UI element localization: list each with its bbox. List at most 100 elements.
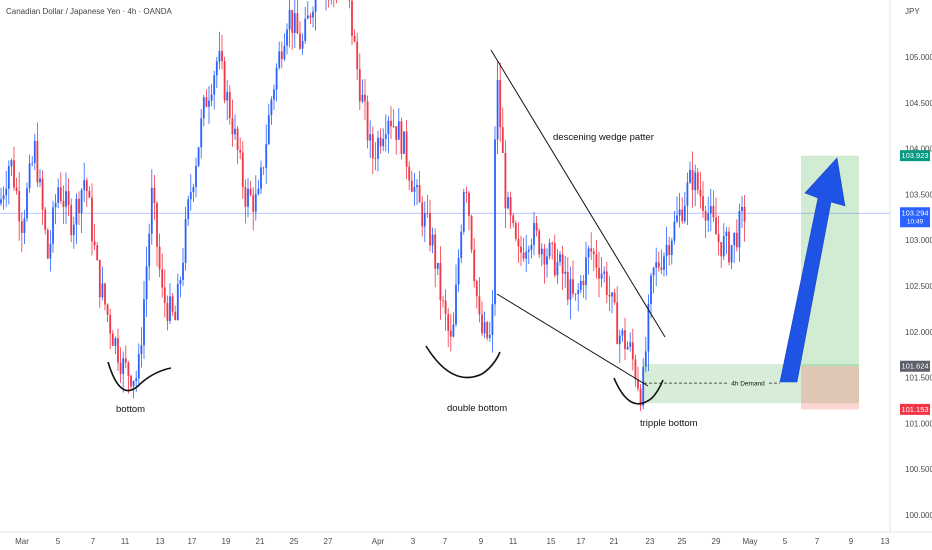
candle-body-282 xyxy=(733,232,736,246)
candle-body-26 xyxy=(67,191,70,206)
candle-body-37 xyxy=(96,245,99,261)
candle-body-283 xyxy=(735,232,738,248)
candle-body-173 xyxy=(449,330,452,337)
candle-body-239 xyxy=(621,330,624,336)
candle-body-91 xyxy=(236,128,239,150)
candle-body-52 xyxy=(135,378,138,382)
double-bottom-curve xyxy=(425,345,501,379)
price-axis-ticks: 100.000 100.500 101.000 101.500 102.000 102.5… xyxy=(905,53,932,520)
candle-body-205 xyxy=(533,223,535,245)
candle-body-136 xyxy=(353,35,356,42)
candle-body-27 xyxy=(70,205,73,236)
candle-body-241 xyxy=(626,346,629,350)
candle-body-97 xyxy=(252,194,255,212)
candle-body-147 xyxy=(382,138,385,147)
candle-body-207 xyxy=(538,230,541,255)
candle-body-204 xyxy=(530,244,533,250)
candle-body-135 xyxy=(351,0,353,36)
candle-body-94 xyxy=(244,187,247,207)
candle-body-72 xyxy=(187,199,190,219)
candle-body-17 xyxy=(44,209,47,230)
candle-body-98 xyxy=(254,193,257,212)
candlestick-series xyxy=(0,0,746,412)
time-tick-20: 29 xyxy=(712,537,721,546)
price-tick-7: 103.500 xyxy=(905,190,932,199)
candle-body-57 xyxy=(148,233,151,267)
candle-body-237 xyxy=(616,302,619,344)
entry-price-badge: 101.624 xyxy=(900,360,930,372)
candle-body-166 xyxy=(431,234,434,246)
candle-body-252 xyxy=(655,262,658,268)
candle-body-272 xyxy=(707,213,710,221)
candle-body-48 xyxy=(124,358,127,363)
candle-body-75 xyxy=(195,165,197,187)
candle-body-92 xyxy=(239,149,242,153)
candle-body-274 xyxy=(712,205,715,218)
candle-body-111 xyxy=(288,9,291,30)
candle-body-5 xyxy=(13,160,15,188)
candle-body-247 xyxy=(642,366,645,406)
candle-body-234 xyxy=(608,294,611,297)
entry-price-text: 101.624 xyxy=(901,362,928,371)
candle-body-266 xyxy=(691,170,694,191)
candle-body-145 xyxy=(377,137,379,159)
price-tick-0: 100.000 xyxy=(905,511,932,520)
wedge-label: descening wedge patter xyxy=(553,132,654,143)
candle-body-79 xyxy=(205,97,208,107)
candle-body-280 xyxy=(728,231,730,263)
candle-body-55 xyxy=(143,299,145,346)
candle-body-22 xyxy=(57,187,60,203)
time-tick-17: 21 xyxy=(610,537,619,546)
candle-body-242 xyxy=(629,342,632,347)
candle-body-49 xyxy=(127,362,130,376)
candle-body-44 xyxy=(114,338,117,346)
candle-body-107 xyxy=(278,51,281,68)
candle-body-28 xyxy=(72,224,75,236)
chart-title: Canadian Dollar / Japanese Yen · 4h · OA… xyxy=(6,7,173,16)
candle-body-233 xyxy=(605,271,608,295)
time-tick-18: 23 xyxy=(646,537,655,546)
candle-body-183 xyxy=(475,281,478,297)
candle-body-251 xyxy=(652,267,655,276)
candle-body-182 xyxy=(473,249,476,282)
price-axis xyxy=(890,0,932,532)
candle-body-78 xyxy=(202,97,205,119)
candle-body-70 xyxy=(182,262,184,281)
candle-body-271 xyxy=(704,210,707,221)
candle-body-284 xyxy=(738,211,741,248)
time-tick-10: Apr xyxy=(372,537,385,546)
candle-body-83 xyxy=(215,61,218,76)
candle-body-35 xyxy=(91,197,93,242)
candle-body-193 xyxy=(501,127,504,153)
candle-body-189 xyxy=(491,304,494,335)
triple-bottom-curve xyxy=(613,377,664,405)
candle-body-82 xyxy=(213,75,216,95)
candle-body-45 xyxy=(117,338,119,363)
stop-zone xyxy=(801,366,859,410)
candle-body-281 xyxy=(730,245,733,263)
time-tick-25: 13 xyxy=(881,537,890,546)
candle-body-3 xyxy=(7,166,10,189)
candle-body-31 xyxy=(80,189,83,214)
candle-body-50 xyxy=(130,375,132,387)
candle-body-152 xyxy=(395,126,398,140)
candle-body-221 xyxy=(574,293,577,295)
candle-body-63 xyxy=(163,287,166,303)
candle-body-21 xyxy=(54,202,57,208)
candle-body-151 xyxy=(392,126,395,127)
candle-body-120 xyxy=(312,11,314,18)
candle-body-53 xyxy=(137,354,140,379)
candle-body-257 xyxy=(668,245,671,255)
candle-body-217 xyxy=(564,271,567,274)
candle-body-156 xyxy=(405,131,408,167)
candle-body-202 xyxy=(525,251,528,259)
candle-body-140 xyxy=(364,94,366,102)
time-tick-11: 3 xyxy=(411,537,416,546)
up-arrow-icon xyxy=(779,157,846,383)
candle-body-179 xyxy=(465,192,468,193)
candle-body-58 xyxy=(150,187,153,234)
candle-body-188 xyxy=(488,334,491,338)
candle-body-192 xyxy=(499,80,502,128)
candle-body-85 xyxy=(221,51,223,62)
